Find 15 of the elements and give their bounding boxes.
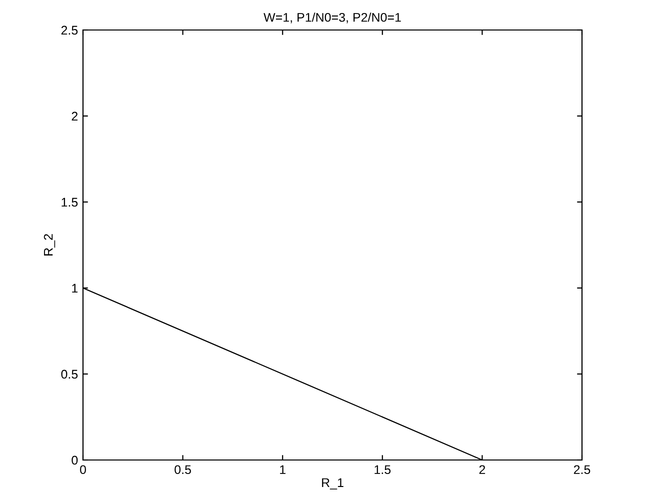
x-tick-label: 0.5 bbox=[174, 465, 191, 474]
y-tick-label: 0.5 bbox=[61, 370, 78, 379]
x-tick-label: 2.5 bbox=[574, 465, 590, 474]
y-tick-label: 1.5 bbox=[62, 198, 78, 207]
y-tick-label: 2.5 bbox=[61, 26, 78, 35]
y-axis-title: R_2 bbox=[44, 234, 56, 256]
chart-title: W=1, P1/N0=3, P2/N0=1 bbox=[264, 12, 401, 24]
x-tick-label: 1.5 bbox=[374, 465, 391, 474]
y-tick-label: 0 bbox=[72, 456, 78, 465]
y-tick-label: 1 bbox=[72, 284, 78, 293]
x-tick-label: 2 bbox=[479, 465, 486, 474]
y-tick-label: 2 bbox=[72, 112, 78, 121]
x-tick-label: 0 bbox=[80, 465, 86, 474]
x-tick-label: 1 bbox=[280, 465, 286, 474]
x-axis-title: R_1 bbox=[322, 478, 344, 490]
